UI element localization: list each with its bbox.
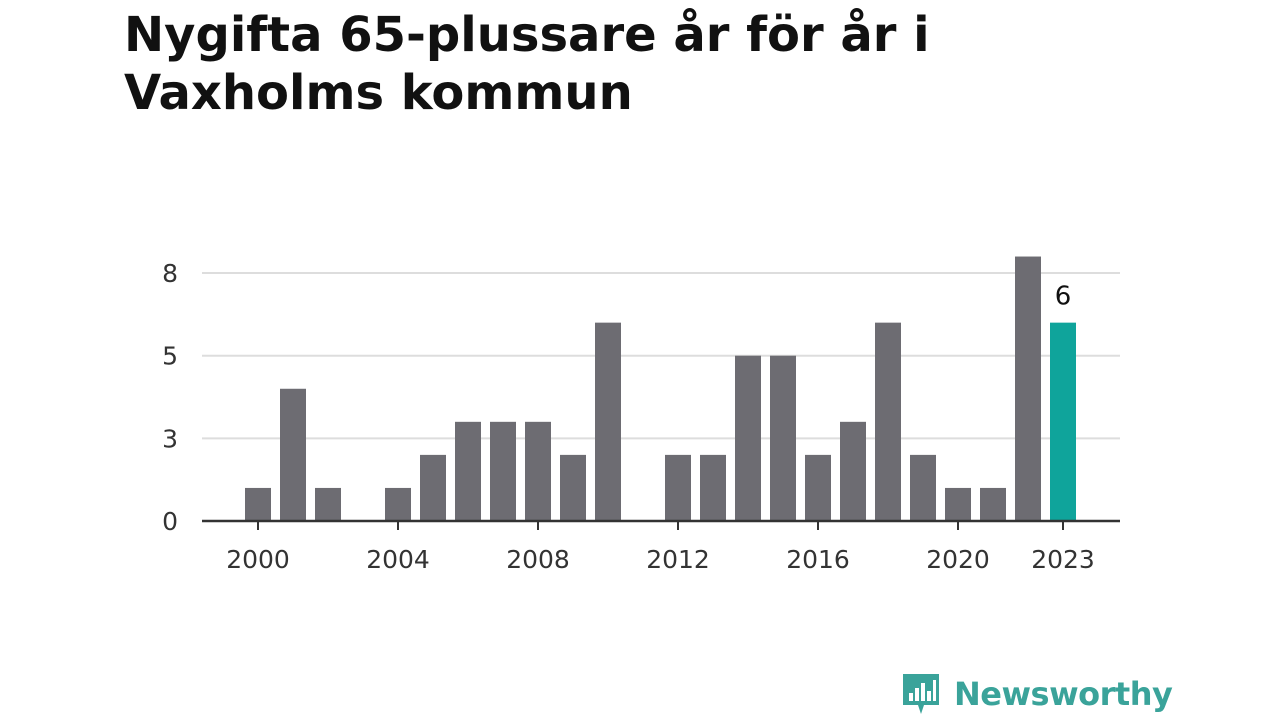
- bar-2009: [560, 454, 586, 521]
- bar-2002: [315, 487, 341, 521]
- bar-2023: [1050, 322, 1076, 521]
- chart-title: Nygifta 65-plussare år för år i Vaxholms…: [124, 7, 930, 121]
- y-tick-label-0: 0: [162, 507, 178, 536]
- bar-2022: [1015, 256, 1041, 521]
- brand-name: Newsworthy: [954, 675, 1173, 713]
- bar-2004: [385, 487, 411, 521]
- x-tick-label-2020: 2020: [926, 545, 990, 574]
- y-tick-label-3: 3: [162, 424, 178, 453]
- labels: 0 3 5 8 2000 2004 2008 2012 2016 2020 2023 6: [162, 259, 1095, 574]
- newsworthy-brand: Newsworthy: [900, 670, 1173, 718]
- bar-2010: [595, 322, 621, 521]
- y-tick-label-5: 5: [162, 342, 178, 371]
- bar-2017: [840, 421, 866, 521]
- bar-2015: [770, 355, 796, 521]
- bar-2018: [875, 322, 901, 521]
- x-tick-label-2023: 2023: [1031, 545, 1095, 574]
- y-tick-label-8: 8: [162, 259, 178, 288]
- bar-2001: [280, 388, 306, 521]
- bar-2007: [490, 421, 516, 521]
- x-tick-label-2008: 2008: [506, 545, 570, 574]
- bar-2006: [455, 421, 481, 521]
- bar-2014: [735, 355, 761, 521]
- bar-2008: [525, 421, 551, 521]
- bar-2005: [420, 454, 446, 521]
- x-tick-label-2016: 2016: [786, 545, 850, 574]
- axes: [202, 519, 1120, 530]
- bar-2012: [665, 454, 691, 521]
- bar-2013: [700, 454, 726, 521]
- grid-lines: [202, 272, 1120, 440]
- bar-2016: [805, 454, 831, 521]
- x-tick-label-2004: 2004: [366, 545, 430, 574]
- x-tick-label-2000: 2000: [226, 545, 290, 574]
- bar-2000: [245, 487, 271, 521]
- data-label-2023: 6: [1055, 282, 1072, 312]
- newsworthy-logo-icon: [903, 674, 939, 714]
- bar-2019: [910, 454, 936, 521]
- bar-2020: [945, 487, 971, 521]
- x-tick-label-2012: 2012: [646, 545, 710, 574]
- bars: [245, 256, 1076, 521]
- bar-2021: [980, 487, 1006, 521]
